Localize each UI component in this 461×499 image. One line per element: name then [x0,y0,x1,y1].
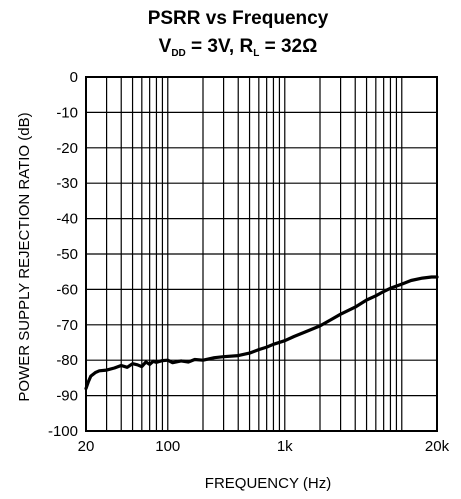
x-tick-label: 100 [155,438,180,455]
chart-subtitle: VDD = 3V, RL = 32Ω [159,36,318,59]
plot-frame [85,76,438,432]
y-tick-label: -20 [56,140,78,157]
psrr-curve [84,275,439,391]
y-tick-labels: 0 -10 -20 -30 -40 -50 -60 -70 -80 -90 -100 [48,69,78,440]
y-tick-label: -100 [48,423,78,440]
y-axis-label: POWER SUPPLY REJECTION RATIO (dB) [16,112,33,401]
x-tick-label: 20 [78,438,95,455]
y-tick-label: -90 [56,388,78,405]
y-tick-label: -50 [56,246,78,263]
y-tick-label: -70 [56,317,78,334]
grid-lines [86,76,437,432]
chart-title: PSRR vs Frequency [148,8,329,29]
y-tick-label: -80 [56,352,78,369]
y-tick-label: -30 [56,175,78,192]
y-tick-label: -40 [56,211,78,228]
x-axis-label: FREQUENCY (Hz) [205,475,331,492]
y-tick-label: -60 [56,281,78,298]
x-tick-label: 1k [277,438,293,455]
x-tick-label: 20k [425,438,450,455]
y-tick-label: 0 [70,69,78,86]
x-tick-labels: 20 100 1k 20k [78,438,450,455]
y-tick-label: -10 [56,104,78,121]
